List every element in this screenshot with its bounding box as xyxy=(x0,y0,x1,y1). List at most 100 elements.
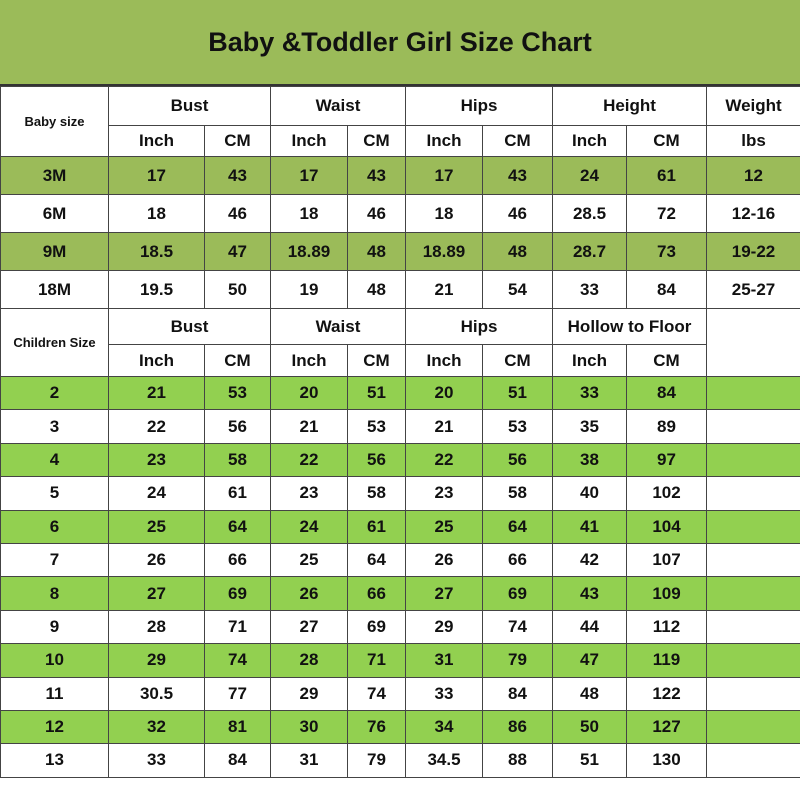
value-cell: 18.89 xyxy=(270,232,348,271)
unit-header: Inch xyxy=(552,125,627,157)
column-group-header: Weight xyxy=(706,86,800,126)
table-row: 12 32 81 30 76 34 86 50 127 xyxy=(0,709,800,745)
size-cell: 13 xyxy=(0,743,109,778)
value-cell: 30 xyxy=(270,709,348,745)
value-cell: 26 xyxy=(270,576,348,611)
value-cell: 122 xyxy=(625,676,708,711)
value-cell: 46 xyxy=(482,194,553,233)
table-row: 9 28 71 27 69 29 74 44 112 xyxy=(0,609,800,645)
value-cell: 64 xyxy=(482,509,553,544)
value-cell: 77 xyxy=(204,676,271,711)
table-row: 6 25 64 24 61 25 64 41 104 xyxy=(0,509,800,544)
value-cell: 51 xyxy=(552,743,627,778)
table-row: 2 21 53 20 51 20 51 33 84 xyxy=(0,375,800,411)
size-cell: 9M xyxy=(0,232,109,271)
value-cell: 22 xyxy=(270,442,348,478)
value-cell: 34.5 xyxy=(405,743,483,778)
value-cell: 25-27 xyxy=(706,270,800,309)
value-cell: 66 xyxy=(204,542,271,578)
size-cell: 18M xyxy=(0,270,109,309)
value-cell: 53 xyxy=(204,375,271,411)
value-cell: 54 xyxy=(482,270,553,309)
value-cell: 61 xyxy=(204,476,271,511)
table-row: 5 24 61 23 58 23 58 40 102 xyxy=(0,476,800,511)
value-cell: 43 xyxy=(204,156,271,195)
value-cell: 56 xyxy=(204,409,271,444)
unit-header: Inch xyxy=(108,344,205,377)
size-cell: 3M xyxy=(0,156,109,195)
empty-cell xyxy=(706,442,800,478)
size-table: Baby size Bust Waist Hips Height Weight Inch CM… xyxy=(0,86,800,778)
value-cell: 25 xyxy=(108,509,205,544)
value-cell: 21 xyxy=(108,375,205,411)
value-cell: 42 xyxy=(552,542,627,578)
table-row: 13 33 84 31 79 34.5 88 51 130 xyxy=(0,743,800,778)
value-cell: 79 xyxy=(347,743,406,778)
value-cell: 81 xyxy=(204,709,271,745)
value-cell: 33 xyxy=(552,375,627,411)
value-cell: 23 xyxy=(405,476,483,511)
unit-header: CM xyxy=(204,125,271,157)
empty-cell xyxy=(706,743,800,778)
empty-cell xyxy=(706,643,800,678)
unit-header: Inch xyxy=(405,125,483,157)
value-cell: 28.7 xyxy=(552,232,627,271)
value-cell: 64 xyxy=(347,542,406,578)
value-cell: 41 xyxy=(552,509,627,544)
unit-header: Inch xyxy=(270,125,348,157)
unit-header: CM xyxy=(482,344,553,377)
size-cell: 6 xyxy=(0,509,109,544)
empty-cell xyxy=(706,709,800,745)
column-group-header: Bust xyxy=(108,86,271,126)
empty-cell xyxy=(706,375,800,411)
children-header-row: Children Size Bust Waist Hips Hollow to Floo… xyxy=(0,308,800,377)
value-cell: 104 xyxy=(625,509,708,544)
value-cell: 27 xyxy=(405,576,483,611)
value-cell: 74 xyxy=(482,609,553,645)
value-cell: 109 xyxy=(625,576,708,611)
value-cell: 29 xyxy=(405,609,483,645)
value-cell: 17 xyxy=(108,156,205,195)
value-cell: 22 xyxy=(405,442,483,478)
value-cell: 73 xyxy=(625,232,708,271)
value-cell: 33 xyxy=(108,743,205,778)
baby-size-label: Baby size xyxy=(0,86,109,157)
size-cell: 7 xyxy=(0,542,109,578)
unit-header: Inch xyxy=(108,125,205,157)
value-cell: 27 xyxy=(108,576,205,611)
value-cell: 19 xyxy=(270,270,348,309)
table-row: 6M 18 46 18 46 18 46 28.5 72 12-16 xyxy=(0,194,800,233)
column-group-header: Hips xyxy=(405,86,553,126)
value-cell: 28 xyxy=(270,643,348,678)
empty-cell xyxy=(706,409,800,444)
value-cell: 32 xyxy=(108,709,205,745)
table-row: 8 27 69 26 66 27 69 43 109 xyxy=(0,576,800,611)
value-cell: 29 xyxy=(270,676,348,711)
unit-header: CM xyxy=(625,344,708,377)
table-row: 4 23 58 22 56 22 56 38 97 xyxy=(0,442,800,478)
value-cell: 71 xyxy=(347,643,406,678)
value-cell: 28.5 xyxy=(552,194,627,233)
value-cell: 27 xyxy=(270,609,348,645)
value-cell: 43 xyxy=(552,576,627,611)
value-cell: 127 xyxy=(625,709,708,745)
value-cell: 69 xyxy=(482,576,553,611)
value-cell: 35 xyxy=(552,409,627,444)
value-cell: 19.5 xyxy=(108,270,205,309)
value-cell: 102 xyxy=(625,476,708,511)
value-cell: 23 xyxy=(270,476,348,511)
size-cell: 9 xyxy=(0,609,109,645)
value-cell: 20 xyxy=(405,375,483,411)
value-cell: 46 xyxy=(347,194,406,233)
value-cell: 33 xyxy=(552,270,627,309)
unit-header: CM xyxy=(347,125,406,157)
value-cell: 18.89 xyxy=(405,232,483,271)
value-cell: 18.5 xyxy=(108,232,205,271)
value-cell: 86 xyxy=(482,709,553,745)
value-cell: 31 xyxy=(405,643,483,678)
size-cell: 10 xyxy=(0,643,109,678)
unit-header: CM xyxy=(482,125,553,157)
children-unit-row: Inch CM Inch CM Inch CM Inch CM xyxy=(1,344,800,377)
value-cell: 84 xyxy=(625,375,708,411)
children-size-label: Children Size xyxy=(0,308,109,377)
